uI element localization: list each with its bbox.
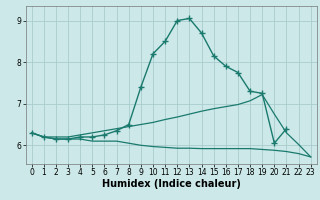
X-axis label: Humidex (Indice chaleur): Humidex (Indice chaleur) bbox=[102, 179, 241, 189]
